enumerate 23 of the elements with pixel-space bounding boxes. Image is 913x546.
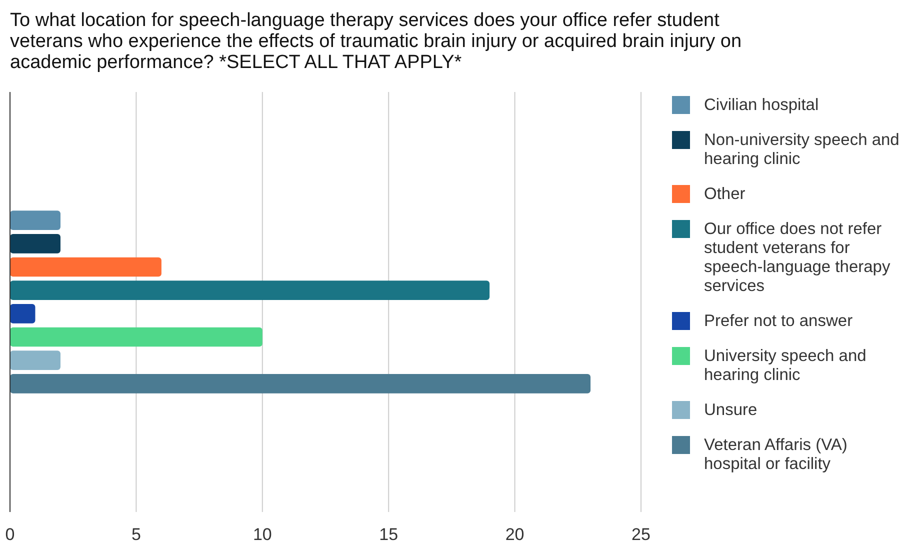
legend-label: Unsure (704, 401, 758, 419)
x-tick-label: 10 (252, 525, 272, 544)
bar (10, 280, 490, 300)
bar (10, 234, 60, 254)
legend-label: Our office does not refer student veterans for speech-language therapy services (704, 220, 891, 295)
x-tick-label: 15 (379, 525, 398, 544)
x-tick-label: 0 (5, 525, 15, 544)
legend-label: University speech and hearing clinic (704, 347, 866, 384)
legend-label: Prefer not to answer (704, 312, 854, 330)
legend-label: Non-university speech and hearing clinic (704, 131, 900, 168)
bar (10, 210, 60, 230)
x-tick-label: 20 (505, 525, 524, 544)
bar (10, 257, 162, 277)
chart-title: To what location for speech-language therapy services does your office refer student veterans who experience the effects of traumatic brain injury or acquired brain injury on academic performance? *SELECT ALL THAT APPLY* (10, 10, 742, 73)
bar (10, 304, 36, 324)
legend-label: Civilian hospital (704, 96, 819, 114)
bar (10, 374, 591, 394)
bar (10, 350, 60, 370)
x-tick-label: 25 (632, 525, 650, 544)
legend-label: Other (704, 185, 746, 203)
bar (10, 327, 262, 347)
legend-label: Veteran Affaris (VA) hospital or facility (704, 436, 848, 473)
x-tick-label: 5 (131, 525, 141, 544)
